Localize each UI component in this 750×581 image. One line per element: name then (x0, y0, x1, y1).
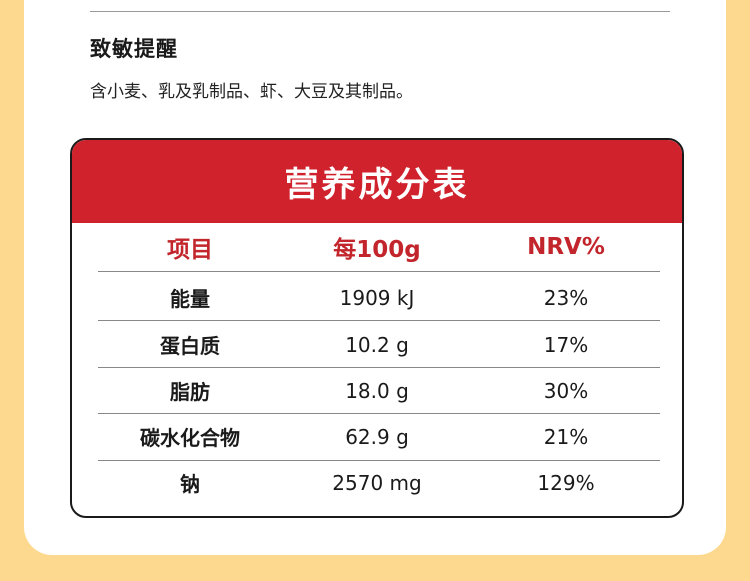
row-divider (98, 367, 660, 368)
nutrition-table: 营养成分表 项目 每100g NRV% 能量 1909 kJ 23% 蛋白质 1… (70, 138, 684, 518)
row-nrv: 30% (543, 378, 589, 403)
table-row: 脂肪 18.0 g 30% (98, 368, 660, 413)
divider (90, 11, 670, 12)
nutrition-table-header: 营养成分表 (72, 140, 682, 223)
row-per100g: 2570 mg (332, 470, 422, 495)
row-per100g: 62.9 g (345, 424, 409, 449)
table-row: 蛋白质 10.2 g 17% (98, 322, 660, 367)
row-nrv: 129% (537, 470, 595, 495)
row-nrv: 17% (543, 332, 589, 357)
row-divider (98, 460, 660, 461)
allergy-text: 含小麦、乳及乳制品、虾、大豆及其制品。 (90, 82, 413, 102)
column-header-row: 项目 每100g NRV% (98, 223, 660, 271)
row-nrv: 21% (543, 424, 589, 449)
row-item: 碳水化合物 (140, 426, 240, 450)
table-row: 钠 2570 mg 129% (98, 460, 660, 505)
column-header-nrv: NRV% (527, 234, 605, 260)
row-nrv: 23% (543, 285, 589, 310)
row-divider (98, 320, 660, 321)
table-row: 碳水化合物 62.9 g 21% (98, 414, 660, 459)
row-item: 蛋白质 (160, 334, 220, 358)
row-item: 能量 (170, 287, 210, 311)
nutrition-table-title: 营养成分表 (284, 165, 470, 205)
row-divider (98, 413, 660, 414)
column-header-per100g: 每100g (333, 237, 421, 263)
row-per100g: 10.2 g (345, 332, 409, 357)
row-divider (98, 271, 660, 272)
row-item: 钠 (180, 472, 200, 496)
row-per100g: 18.0 g (345, 378, 409, 403)
column-header-item: 项目 (167, 237, 213, 263)
row-item: 脂肪 (170, 380, 210, 404)
table-row: 能量 1909 kJ 23% (98, 275, 660, 320)
allergy-title: 致敏提醒 (90, 37, 178, 61)
row-per100g: 1909 kJ (339, 285, 415, 310)
